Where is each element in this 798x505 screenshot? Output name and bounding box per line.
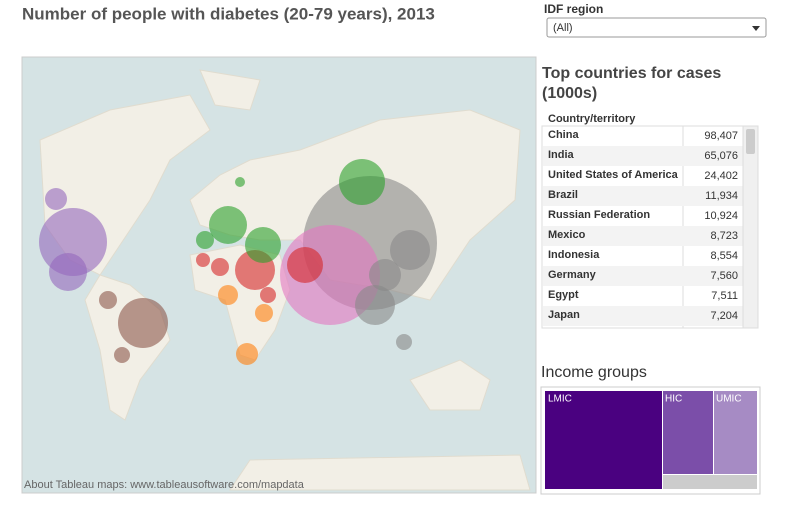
- map-attribution: About Tableau maps: www.tableausoftware.…: [24, 479, 305, 491]
- dropdown-value[interactable]: (All): [553, 22, 573, 34]
- country-name: Indonesia: [548, 249, 600, 261]
- country-name: Mexico: [548, 229, 586, 241]
- country-name: Egypt: [548, 289, 579, 301]
- country-name: United States of America: [548, 169, 679, 181]
- country-name: Japan: [548, 309, 580, 321]
- case-value: 10,924: [704, 210, 738, 222]
- case-value: 24,402: [704, 170, 738, 182]
- country-name: Russian Federation: [548, 209, 650, 221]
- row-stripe: [543, 146, 743, 166]
- table-title-1: Top countries for cases (1000s): [542, 65, 721, 102]
- treemap-other: [663, 475, 757, 489]
- treemap-hic[interactable]: [663, 391, 713, 474]
- case-value: 7,204: [710, 310, 738, 322]
- case-value: 65,076: [704, 150, 738, 162]
- row-stripe: [543, 226, 743, 246]
- region-dropdown[interactable]: (All): [546, 17, 767, 38]
- bubbles: [39, 159, 437, 365]
- treemap-label: LMIC: [548, 394, 572, 405]
- case-value: 8,723: [710, 230, 738, 242]
- treemap-lmic[interactable]: [545, 391, 662, 489]
- map: About Tableau maps: www.tableausoftware.…: [21, 56, 537, 494]
- row-stripe: [543, 266, 743, 286]
- dropdown-arrow[interactable]: [752, 26, 760, 31]
- treemap-umic[interactable]: [714, 391, 757, 474]
- case-value: 8,554: [710, 250, 738, 262]
- treemap-label: HIC: [665, 394, 682, 405]
- case-value: 11,934: [705, 190, 738, 202]
- case-value: 98,407: [704, 130, 738, 142]
- case-value: 7,560: [710, 270, 738, 282]
- column-header: Country/territory: [548, 113, 636, 125]
- country-name: Brazil: [548, 189, 578, 201]
- scrollbar[interactable]: [742, 125, 759, 329]
- scroll-thumb[interactable]: [746, 129, 755, 154]
- dropdown-box[interactable]: [546, 17, 767, 38]
- country-name: China: [548, 129, 579, 141]
- filter-label: IDF region: [544, 2, 603, 16]
- title: Number of people with diabetes (20-79 ye…: [22, 4, 435, 23]
- country-name: India: [548, 149, 575, 161]
- row-stripe: [543, 186, 743, 206]
- case-value: 7,511: [711, 290, 738, 302]
- table-title-line: Top countries for cases: [542, 65, 721, 82]
- income-title: Income groups: [541, 364, 647, 381]
- country-name: Germany: [548, 269, 597, 281]
- treemap-label: UMIC: [716, 394, 742, 405]
- table-title-line: (1000s): [542, 85, 597, 102]
- row-stripe: [543, 306, 743, 326]
